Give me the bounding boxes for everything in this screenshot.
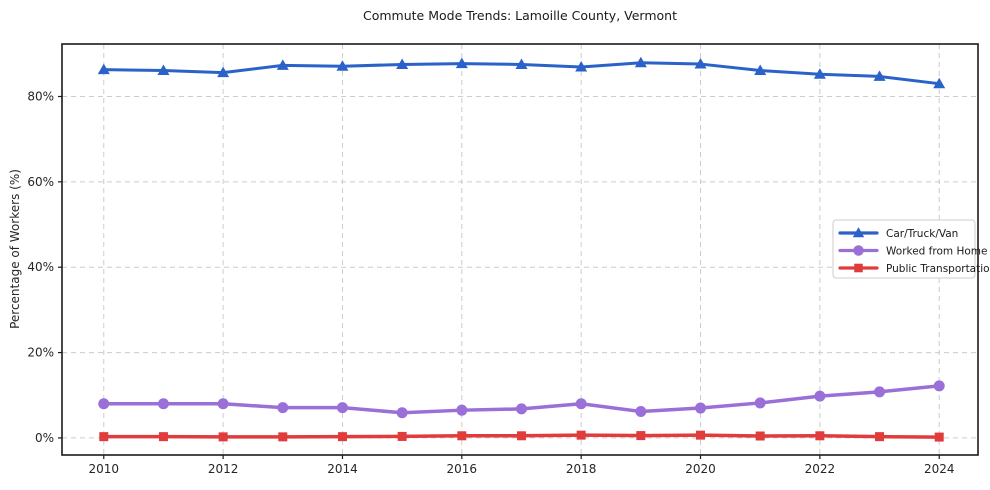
x-tick-label: 2022 [805,462,836,476]
square-marker [576,430,586,440]
triangle-marker [276,59,289,70]
series-worked-from-home [98,380,945,419]
circle-marker [336,402,348,414]
x-tick-label: 2018 [566,462,597,476]
y-tick-label: 0% [35,431,54,445]
circle-marker [695,402,707,414]
circle-marker [277,402,289,414]
triangle-marker [455,57,468,69]
x-tick-label: 2016 [447,462,478,476]
x-tick-label: 2014 [327,462,358,476]
x-tick-label: 2010 [88,462,119,476]
triangle-marker [217,66,230,78]
square-marker [854,263,863,273]
triangle-marker [575,61,588,72]
circle-marker [874,386,886,398]
triangle-marker [157,64,170,75]
chart-title: Commute Mode Trends: Lamoille County, Ve… [363,8,677,23]
triangle-marker [634,56,647,68]
triangle-marker [852,227,865,238]
circle-marker [635,405,647,417]
x-tick-label: 2024 [924,462,955,476]
triangle-marker [97,63,110,75]
legend-label: Car/Truck/Van [886,228,958,240]
square-marker [815,431,825,441]
square-marker [278,432,288,442]
square-marker [457,431,467,441]
series-car-truck-van [97,56,946,89]
legend-label: Worked from Home [886,246,987,258]
y-tick-label: 40% [27,260,54,274]
square-marker [696,430,706,440]
circle-marker [217,398,229,410]
square-marker [337,432,347,442]
triangle-marker [754,64,767,75]
legend-label: Public Transportation [886,263,990,275]
plot-border [61,43,979,456]
circle-marker [575,398,587,410]
triangle-marker [336,60,349,71]
y-tick-label: 60% [27,175,54,189]
square-marker [158,432,168,442]
square-marker [636,431,646,441]
circle-marker [157,398,169,410]
triangle-marker [933,77,946,89]
square-marker [875,432,885,442]
square-marker [755,431,765,441]
circle-marker [933,380,945,392]
series-public-transportation [99,430,944,442]
y-tick-label: 20% [27,346,54,360]
square-marker [934,432,944,442]
legend: Car/Truck/Van Worked from Home Public Tran… [832,219,990,279]
triangle-marker [515,58,528,69]
square-marker [218,432,228,442]
circle-marker [515,403,527,415]
circle-marker [754,397,766,409]
circle-marker [456,404,468,416]
circle-marker [853,245,864,256]
axes: 2010 2012 2014 2016 2018 2020 2022 2024 0% 20% 40%… [27,89,954,476]
triangle-marker [813,68,826,79]
circle-marker [98,398,110,410]
triangle-marker [396,58,409,69]
x-tick-label: 2020 [685,462,716,476]
y-axis-label: Percentage of Workers (%) [8,169,22,329]
triangle-marker [873,70,886,81]
square-marker [516,431,526,441]
square-marker [99,432,109,442]
circle-marker [814,390,826,402]
y-tick-label: 80% [27,89,54,103]
triangle-marker [694,58,707,69]
square-marker [397,431,407,441]
x-tick-label: 2012 [208,462,239,476]
circle-marker [396,407,408,419]
